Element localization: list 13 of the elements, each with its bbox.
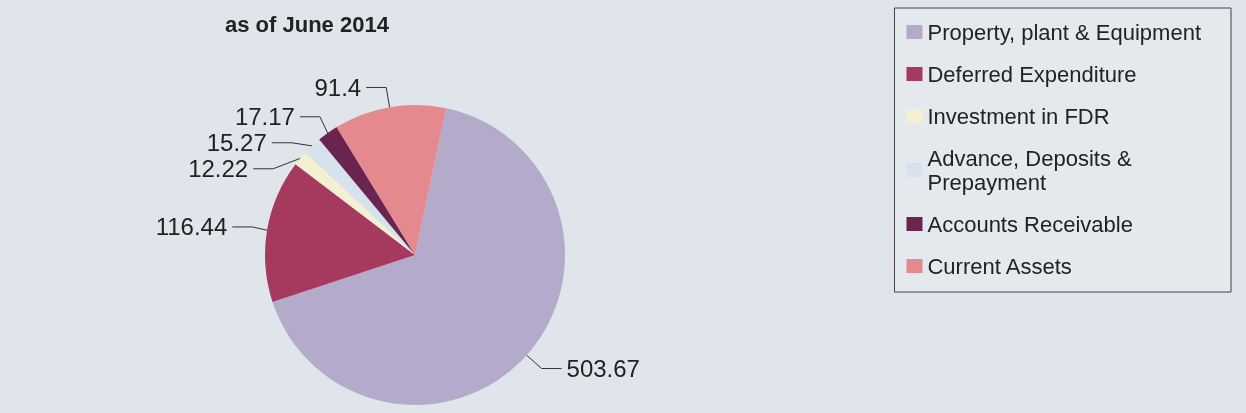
data-label: 116.44	[155, 213, 228, 241]
data-label: 15.27	[206, 129, 267, 157]
legend-label: Property, plant & Equipment	[927, 19, 1202, 45]
data-label: 17.17	[234, 103, 295, 131]
legend-label: Advance, Deposits & Prepayment	[927, 145, 1133, 195]
chart-title: as of June 2014	[225, 11, 390, 37]
legend-label: Accounts Receivable	[927, 211, 1133, 237]
data-label: 503.67	[566, 355, 640, 383]
legend-label: Investment in FDR	[927, 103, 1110, 129]
legend-label: Current Assets	[927, 253, 1072, 279]
data-label: 12.22	[188, 155, 249, 183]
data-label: 91.4	[314, 73, 362, 101]
legend-label: Deferred Expenditure	[927, 61, 1137, 87]
